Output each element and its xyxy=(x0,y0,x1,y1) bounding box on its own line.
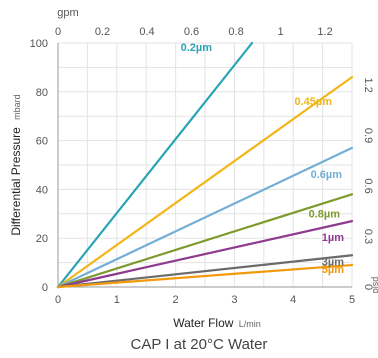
y-tick-label: 40 xyxy=(36,184,48,196)
secondary-y-tick-label: 0.6 xyxy=(362,178,374,193)
secondary-x-tick-label: 1 xyxy=(277,26,283,38)
secondary-x-tick-label: 0.4 xyxy=(139,26,154,38)
y-tick-label: 60 xyxy=(36,136,48,148)
x-tick-label: 1 xyxy=(114,294,120,306)
x-tick-label: 5 xyxy=(349,294,355,306)
series-lines xyxy=(56,41,354,289)
secondary-x-axis-title: gpm xyxy=(57,7,78,19)
y-tick-label: 80 xyxy=(36,87,48,99)
secondary-y-tick-label: 0.9 xyxy=(362,128,374,143)
x-tick-label: 2 xyxy=(173,294,179,306)
y-tick-label: 100 xyxy=(30,38,48,50)
y-axis-unit: mbard xyxy=(12,94,22,120)
y-axis-title-text: Differential Pressure xyxy=(9,127,23,236)
axes: 0 1 2 3 4 5 0 20 40 60 80 100 0 0.2 0.4 0.6 0.8 1 1.2 0 0.3 0… xyxy=(30,26,374,306)
series-line xyxy=(56,146,354,289)
x-axis-title-text: Water Flow xyxy=(173,316,234,330)
series-label: 3µm xyxy=(322,256,344,268)
y-tick-label: 20 xyxy=(36,233,48,245)
chart-title: CAP I at 20°C Water xyxy=(131,336,268,353)
secondary-x-tick-label: 0.2 xyxy=(95,26,110,38)
series-label: 0.45µm xyxy=(294,96,332,108)
x-tick-label: 4 xyxy=(290,294,296,306)
series-label: 5µm xyxy=(322,264,344,276)
y-axis-title: Differential Pressure mbard xyxy=(9,94,23,235)
y-axis-title-group: Differential Pressure mbard xyxy=(9,94,23,235)
series-line xyxy=(56,76,354,289)
secondary-x-tick-label: 0 xyxy=(55,26,61,38)
secondary-x-tick-label: 1.2 xyxy=(317,26,332,38)
series-line xyxy=(56,254,354,289)
y-tick-label: 0 xyxy=(42,282,48,294)
secondary-y-tick-label: 1.2 xyxy=(362,77,374,92)
series-label: 0.2µm xyxy=(181,42,213,54)
secondary-y-axis-title: psid xyxy=(371,277,378,294)
x-axis-title: Water Flow L/min xyxy=(173,316,261,330)
series-label: 0.6µm xyxy=(311,169,343,181)
x-axis-unit: L/min xyxy=(239,319,261,329)
secondary-y-tick-label: 0 xyxy=(362,284,374,290)
series-line xyxy=(56,263,354,289)
x-tick-label: 3 xyxy=(231,294,237,306)
secondary-y-tick-label: 0.3 xyxy=(362,229,374,244)
series-line xyxy=(56,220,354,289)
series-line xyxy=(56,41,254,289)
series-line xyxy=(56,193,354,289)
secondary-x-tick-label: 0.8 xyxy=(228,26,243,38)
series-label: 1µm xyxy=(322,232,344,244)
series-label: 0.8µm xyxy=(309,208,341,220)
secondary-x-tick-label: 0.6 xyxy=(184,26,199,38)
x-tick-label: 0 xyxy=(55,294,61,306)
grid xyxy=(57,42,353,288)
